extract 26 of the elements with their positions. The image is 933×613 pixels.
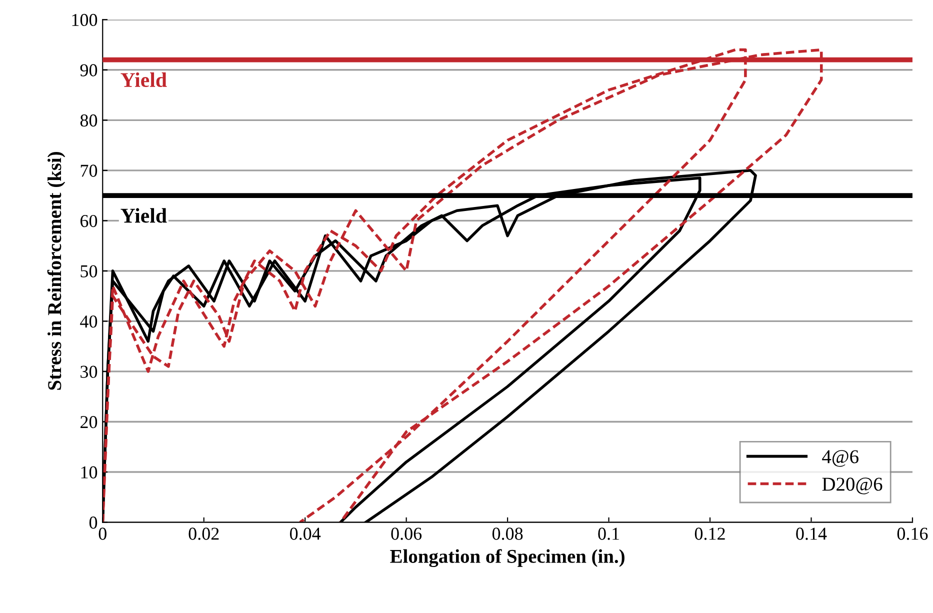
y-tick-label: 90 [80, 64, 98, 76]
y-tick-label: 0 [89, 516, 98, 529]
x-tick-label: 0.08 [492, 528, 523, 540]
y-tick-label: 20 [80, 416, 98, 428]
y-axis-title: Stress in Reinforcement (ksi) [47, 152, 66, 390]
legend-label: D20@6 [822, 478, 882, 494]
ref-line-label: Yield [120, 208, 167, 223]
x-tick-label: 0.06 [391, 528, 422, 540]
y-tick-label: 80 [80, 114, 98, 127]
x-tick-label: 0.02 [188, 528, 219, 540]
y-tick-label: 40 [80, 315, 98, 328]
x-tick-label: 0 [98, 528, 106, 540]
y-tick-label: 70 [80, 164, 98, 177]
x-tick-label: 0.1 [598, 528, 619, 540]
x-tick-label: 0.14 [796, 528, 827, 540]
x-tick-label: 0.12 [694, 528, 725, 540]
y-tick-label: 60 [80, 214, 98, 228]
y-tick-label: 50 [80, 265, 98, 278]
y-tick-label: 10 [81, 466, 98, 478]
y-tick-label: 100 [72, 14, 98, 26]
x-tick-label: 0.16 [897, 528, 928, 540]
legend-label: 4@6 [822, 450, 858, 467]
ref-line-label: Yield [120, 72, 167, 88]
y-tick-label: 30 [80, 366, 98, 378]
x-tick-label: 0.04 [290, 528, 321, 540]
x-axis-title: Elongation of Specimen (in.) [390, 549, 624, 568]
